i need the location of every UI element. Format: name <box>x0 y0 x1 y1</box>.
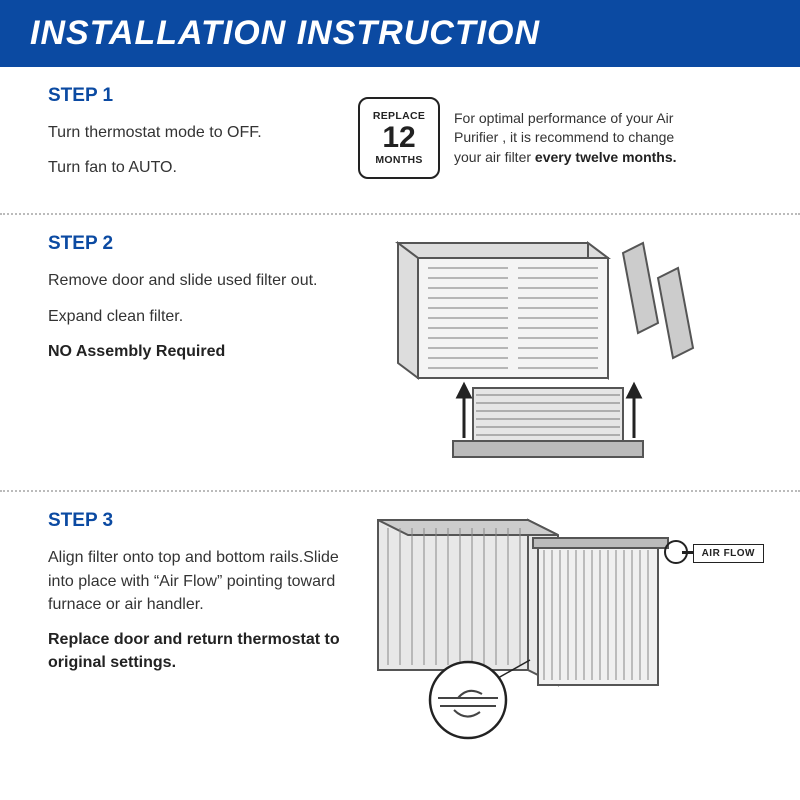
step3-diagram: AIR FLOW <box>358 510 770 745</box>
step2-text: STEP 2 Remove door and slide used filter… <box>48 233 358 468</box>
step3-section: STEP 3 Align filter onto top and bottom … <box>0 492 800 767</box>
step1-text: STEP 1 Turn thermostat mode to OFF. Turn… <box>48 85 358 191</box>
step3-text: STEP 3 Align filter onto top and bottom … <box>48 510 358 745</box>
badge-number: 12 <box>382 123 415 153</box>
header-bar: INSTALLATION INSTRUCTION <box>0 0 800 67</box>
step2-title: STEP 2 <box>48 233 346 255</box>
step3-bold: Replace door and return thermostat to or… <box>48 628 346 674</box>
replace-badge: REPLACE 12 MONTHS <box>358 97 440 179</box>
step2-line1: Remove door and slide used filter out. <box>48 269 346 292</box>
step2-section: STEP 2 Remove door and slide used filter… <box>0 215 800 492</box>
airflow-label: AIR FLOW <box>693 544 764 563</box>
step2-line2: Expand clean filter. <box>48 305 346 328</box>
step3-line1: Align filter onto top and bottom rails.S… <box>48 546 346 616</box>
step1-section: STEP 1 Turn thermostat mode to OFF. Turn… <box>0 67 800 215</box>
tip-bold: every twelve months. <box>535 149 677 165</box>
step1-line1: Turn thermostat mode to OFF. <box>48 121 346 144</box>
slide-diagram-icon <box>358 510 718 740</box>
step2-bold: NO Assembly Required <box>48 340 346 363</box>
badge-bottom: MONTHS <box>375 154 422 166</box>
step1-line2: Turn fan to AUTO. <box>48 156 346 179</box>
step1-title: STEP 1 <box>48 85 346 107</box>
step3-title: STEP 3 <box>48 510 346 532</box>
step1-right: REPLACE 12 MONTHS For optimal performanc… <box>358 85 770 191</box>
tip-text: For optimal performance of your Air Puri… <box>454 109 694 168</box>
filter-diagram-icon <box>358 233 718 463</box>
step2-diagram <box>358 233 770 468</box>
header-title: INSTALLATION INSTRUCTION <box>30 14 540 52</box>
